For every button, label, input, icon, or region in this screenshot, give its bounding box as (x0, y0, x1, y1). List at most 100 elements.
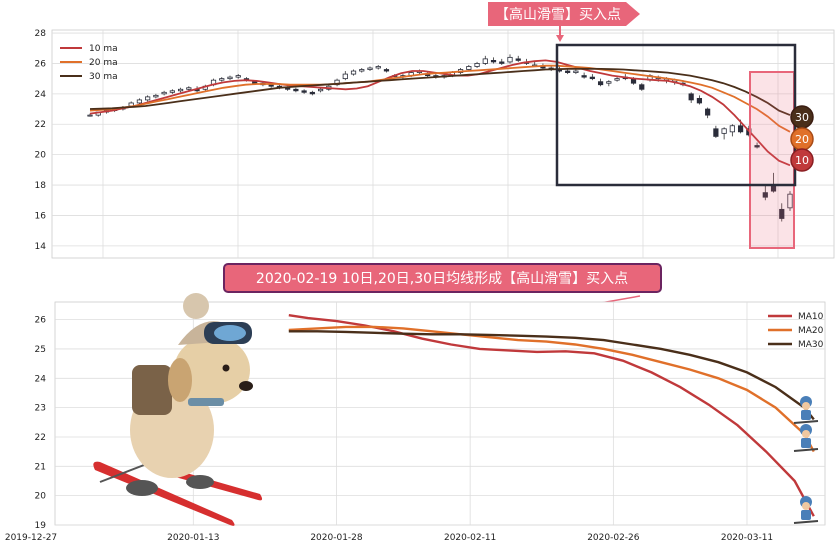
top-line-30-ma (89, 67, 791, 116)
top-legend-label-20-ma: 20 ma (89, 58, 118, 68)
bottom-xtick-label-2020-01-28: 2020-01-28 (310, 533, 363, 543)
top-legend-label-10-ma: 10 ma (89, 44, 118, 54)
top-ytick-label-20: 20 (35, 151, 47, 161)
candle-body-60 (581, 75, 587, 78)
candle-body-32 (350, 70, 357, 75)
candle-51 (507, 54, 513, 64)
candle-body-17 (227, 76, 233, 80)
candle-62 (597, 78, 604, 87)
candle-body-27 (309, 91, 315, 95)
dog-nose (239, 381, 253, 391)
ma10-badge-label: 10 (795, 154, 809, 167)
bottom-xtick-label-2020-02-11: 2020-02-11 (444, 533, 496, 543)
candle-76 (713, 125, 719, 138)
top-ytick-label-26: 26 (35, 59, 47, 69)
candle-25 (293, 87, 299, 93)
candle-17 (227, 75, 233, 81)
dog-head (174, 336, 250, 404)
top-plot-area (51, 29, 835, 259)
candle-75 (705, 107, 711, 119)
candle-body-61 (589, 76, 595, 80)
bottom-line-ma30 (288, 330, 815, 421)
candle-50 (499, 58, 505, 65)
candle-77 (721, 127, 727, 140)
boot-left (126, 480, 158, 496)
candle-47 (474, 61, 480, 68)
candle-body-73 (688, 93, 694, 101)
candle-body-74 (696, 98, 703, 104)
bottom-xtick-label-2020-01-13: 2020-01-13 (167, 533, 219, 543)
candle-33 (359, 68, 365, 73)
top-banner-arrowhead (556, 35, 564, 42)
dog-eye (222, 364, 230, 372)
top-legend-label-30-ma: 30 ma (89, 72, 118, 82)
candle-9 (161, 90, 167, 96)
crash-highlight-box (749, 71, 795, 249)
ma30-badge-label: 30 (795, 111, 809, 124)
candle-body-52 (515, 58, 521, 61)
candle-body-33 (359, 69, 365, 72)
skier-icon-ma10 (793, 496, 819, 524)
candle-60 (581, 72, 587, 79)
skier-icon-ma30 (793, 396, 819, 424)
candle-body-20 (252, 81, 258, 84)
candle-body-49 (490, 60, 497, 63)
candle-27 (309, 90, 315, 96)
dog-collar (188, 398, 224, 406)
candle-31 (342, 71, 348, 81)
candle-body-58 (565, 70, 571, 73)
bottom-ytick-label-26: 26 (35, 316, 47, 326)
bottom-ytick-label-19: 19 (35, 521, 47, 531)
candle-body-82 (762, 192, 768, 198)
skier-icon-ma20 (793, 424, 819, 452)
candle-64 (614, 77, 620, 82)
goggle-lens (214, 325, 246, 341)
candle-body-63 (606, 81, 612, 84)
candle-30 (334, 78, 340, 87)
top-ytick-label-18: 18 (35, 181, 47, 191)
top-legend: 10 ma 20 ma 30 ma (60, 44, 118, 82)
bottom-ytick-label-20: 20 (35, 492, 47, 502)
candle-body-64 (614, 78, 620, 81)
candle-28 (317, 87, 324, 93)
candle-26 (301, 89, 307, 94)
candle-85 (787, 191, 793, 211)
candle-body-77 (721, 128, 727, 134)
candlesticks (87, 54, 793, 222)
candle-body-67 (639, 84, 645, 90)
bottom-y-axis: 19 20 21 22 23 24 25 26 (35, 316, 47, 531)
ski-left (93, 461, 235, 526)
candle-body-10 (169, 90, 175, 93)
candle-body-47 (474, 63, 480, 67)
ma20-badge-label: 20 (795, 133, 809, 146)
candle-body-9 (161, 91, 167, 95)
candle-78 (729, 124, 735, 137)
bottom-xtick-label-2019-12-27: 2019-12-27 (5, 533, 57, 543)
candle-body-85 (787, 193, 793, 209)
candle-body-28 (317, 88, 324, 92)
candle-82 (762, 185, 768, 201)
candle-84 (779, 203, 785, 222)
bottom-legend-label-ma20: MA20 (798, 326, 824, 336)
candle-body-78 (729, 125, 735, 133)
candle-52 (515, 55, 521, 62)
top-ytick-label-28: 28 (35, 29, 47, 39)
bottom-xtick-label-2020-03-11: 2020-03-11 (721, 533, 773, 543)
candle-7 (145, 95, 151, 102)
bottom-ytick-label-21: 21 (35, 462, 46, 472)
candle-body-31 (342, 73, 348, 80)
candle-body-84 (779, 208, 785, 219)
candle-10 (169, 89, 175, 94)
candle-body-35 (375, 66, 381, 69)
boot-right (186, 475, 214, 489)
top-banner: 【高山滑雪】买入点 (488, 2, 640, 42)
candle-49 (490, 57, 497, 64)
candle-body-76 (713, 128, 719, 137)
candle-body-81 (754, 145, 760, 148)
candle-body-26 (301, 90, 307, 93)
top-banner-text: 【高山滑雪】买入点 (495, 6, 621, 23)
candle-32 (350, 69, 357, 76)
candle-36 (383, 68, 390, 73)
bottom-x-axis: 2019-12-27 2020-01-13 2020-01-28 2020-02-11… (5, 533, 773, 543)
